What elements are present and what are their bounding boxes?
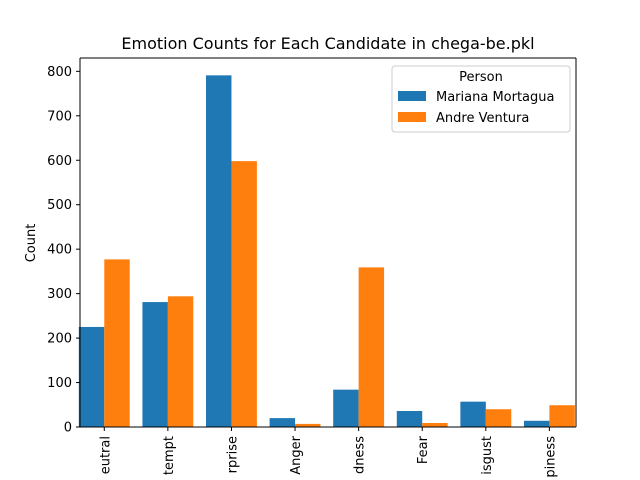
- plot-area: 0 100 200 300 400 500 600 700 800 eutral tempt rpri…: [47, 57, 577, 478]
- bar-2-7: [485, 409, 512, 427]
- x-tick-label: Anger: [289, 435, 304, 474]
- bar-2-8: [549, 405, 575, 427]
- x-tick-label: dness: [353, 436, 368, 474]
- bar-1-1: [78, 326, 105, 427]
- legend-swatch-2: [398, 112, 426, 122]
- legend-label-1: Mariana Mortagua: [436, 90, 554, 105]
- x-tick-label: tempt: [162, 436, 177, 475]
- bar-2-6: [422, 423, 448, 427]
- bar-1-4: [269, 418, 296, 427]
- bar-1-5: [333, 389, 359, 427]
- legend-label-2: Andre Ventura: [436, 111, 529, 126]
- y-tick-label: 200: [47, 332, 72, 347]
- bar-1-7: [460, 401, 486, 427]
- x-tick-label: Fear: [416, 435, 431, 464]
- bar-2-5: [358, 267, 385, 427]
- y-axis-label: Count: [24, 224, 39, 263]
- x-tick-label: eutral: [98, 436, 113, 474]
- bar-2-4: [295, 423, 321, 427]
- bar-1-3: [206, 75, 232, 427]
- bar-2-2: [167, 296, 194, 427]
- legend-swatch-1: [398, 91, 426, 101]
- y-tick-label: 500: [47, 198, 72, 213]
- bar-1-8: [523, 420, 550, 427]
- bar-1-2: [142, 302, 168, 427]
- x-tick-label: piness: [543, 436, 558, 478]
- x-tick-label: isgust: [480, 436, 495, 475]
- bar-2-3: [231, 161, 257, 427]
- y-tick-label: 0: [64, 421, 72, 436]
- y-tick-label: 400: [47, 243, 72, 258]
- y-tick-label: 700: [47, 109, 72, 124]
- y-tick-label: 800: [47, 65, 72, 80]
- y-tick-label: 300: [47, 287, 72, 302]
- legend: Person Mariana Mortagua Andre Ventura: [391, 65, 571, 133]
- legend-title: Person: [459, 70, 503, 85]
- legend-frame: [391, 65, 571, 133]
- chart-title: Emotion Counts for Each Candidate in che…: [121, 34, 534, 53]
- bar-1-6: [396, 411, 423, 427]
- y-tick-label: 100: [47, 376, 72, 391]
- y-tick-label: 600: [47, 154, 72, 169]
- x-tick-label: rprise: [225, 436, 240, 473]
- bar-2-1: [104, 259, 130, 427]
